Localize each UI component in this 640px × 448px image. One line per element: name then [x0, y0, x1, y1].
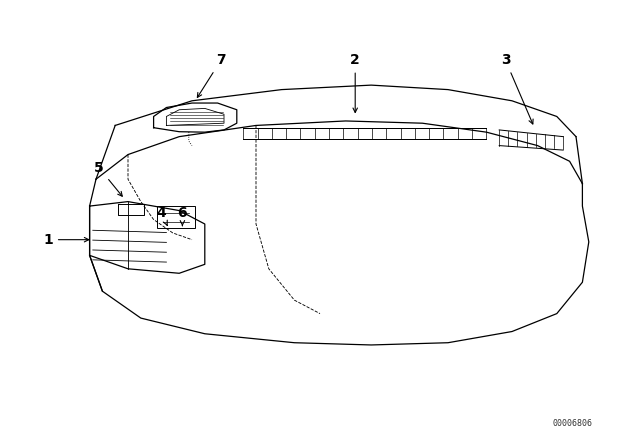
Text: 1: 1: [43, 233, 89, 247]
Text: 7: 7: [197, 53, 226, 97]
Text: 6: 6: [177, 206, 188, 225]
Text: 5: 5: [94, 161, 122, 196]
Text: 00006806: 00006806: [553, 419, 593, 428]
Bar: [157, 206, 195, 228]
Text: 4: 4: [156, 206, 167, 225]
Text: 3: 3: [500, 53, 533, 124]
Text: 2: 2: [350, 53, 360, 112]
